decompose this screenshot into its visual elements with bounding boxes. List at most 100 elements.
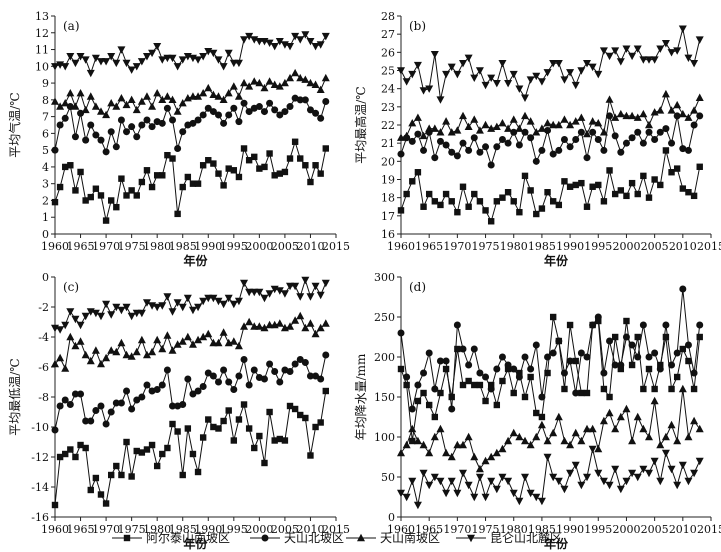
data-point [194, 303, 203, 312]
data-point [402, 440, 411, 449]
data-point [205, 416, 212, 423]
data-point [148, 183, 156, 191]
data-point [403, 381, 410, 389]
data-point [189, 450, 197, 458]
data-point [419, 469, 428, 478]
data-point [622, 477, 631, 486]
data-point [493, 365, 501, 373]
y-tick-label: 27 [381, 28, 395, 41]
data-point [510, 128, 518, 136]
data-point [447, 63, 456, 72]
data-point [650, 457, 659, 466]
data-point [61, 364, 70, 372]
data-point [537, 420, 546, 429]
data-point [476, 198, 484, 205]
x-tick-label: 2005 [641, 240, 669, 253]
data-point [532, 341, 540, 349]
data-point [76, 53, 85, 61]
data-point [622, 404, 631, 413]
data-point [209, 294, 218, 303]
data-point [571, 81, 580, 90]
data-point [594, 136, 602, 144]
series-line [54, 315, 327, 369]
data-point [102, 420, 110, 428]
data-point [555, 146, 563, 154]
data-point [118, 471, 125, 479]
data-point [690, 192, 698, 200]
data-point [471, 381, 478, 389]
data-point [527, 187, 534, 194]
data-point [662, 321, 670, 329]
data-point [194, 92, 203, 100]
data-point [137, 97, 146, 105]
x-tick-label: 1965 [415, 523, 443, 536]
data-point [622, 45, 631, 53]
data-point [442, 357, 450, 365]
data-point [215, 170, 222, 177]
data-point [549, 198, 557, 205]
data-point [600, 146, 608, 154]
data-point [678, 384, 687, 393]
data-point [509, 489, 518, 498]
data-point [623, 192, 630, 200]
data-point [532, 72, 541, 81]
data-point [482, 397, 489, 405]
data-point [656, 106, 665, 114]
data-point [442, 190, 450, 198]
data-point [92, 185, 100, 192]
data-point [690, 469, 699, 478]
data-point [572, 136, 580, 144]
x-tick-label: 1970 [443, 523, 471, 536]
data-point [240, 401, 248, 408]
data-point [583, 473, 591, 482]
data-point [291, 68, 300, 77]
data-point [214, 378, 222, 386]
data-point [667, 49, 676, 57]
data-point [560, 369, 568, 377]
data-point [133, 396, 141, 404]
data-point [183, 332, 192, 341]
data-point [128, 473, 135, 480]
data-point [301, 75, 310, 83]
data-point [492, 448, 501, 457]
data-point [235, 118, 243, 126]
data-point [527, 373, 534, 381]
data-point [250, 288, 259, 297]
data-point [178, 337, 187, 345]
data-point [235, 372, 243, 380]
data-point [311, 80, 320, 88]
data-point [163, 331, 172, 339]
legend-label: 阿尔泰山南坡区 [146, 530, 230, 545]
data-point [453, 152, 461, 160]
data-point [639, 465, 648, 474]
data-point [673, 436, 682, 445]
data-point [117, 116, 125, 124]
data-point [107, 128, 115, 136]
y-tick-label: 11 [35, 44, 49, 57]
data-point [555, 201, 563, 209]
data-point [690, 369, 698, 377]
data-point [509, 70, 518, 79]
data-point [97, 136, 105, 144]
data-point [430, 473, 439, 482]
data-point [123, 192, 130, 199]
data-point [215, 425, 222, 432]
data-point [164, 444, 171, 452]
data-point [188, 92, 197, 100]
x-tick-label: 1970 [92, 240, 120, 253]
y-tick-label: 5 [42, 144, 49, 157]
data-point [286, 42, 295, 51]
data-point [173, 299, 182, 307]
data-point [684, 146, 692, 154]
data-point [275, 37, 284, 46]
series-1 [397, 147, 703, 225]
data-point [656, 365, 664, 373]
data-point [173, 107, 182, 115]
data-point [566, 440, 575, 449]
data-point [454, 345, 461, 353]
data-point [617, 365, 625, 373]
data-point [122, 100, 131, 109]
data-point [265, 290, 274, 298]
series-2 [51, 94, 330, 156]
